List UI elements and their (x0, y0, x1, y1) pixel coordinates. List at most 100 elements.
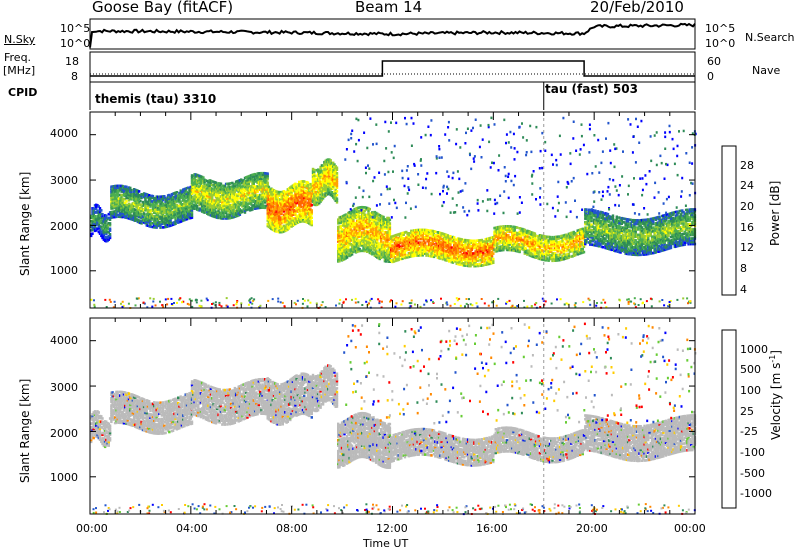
power-cell (130, 198, 133, 201)
power-cell (161, 202, 165, 206)
power-cell (131, 207, 134, 211)
power-cell (234, 180, 238, 184)
power-cell (149, 208, 152, 212)
power-cell (296, 199, 300, 202)
power-cell (136, 196, 139, 200)
power-cell (113, 215, 117, 219)
power-cell (318, 174, 321, 178)
power-cell (117, 186, 121, 189)
power-cell (256, 177, 259, 181)
power-cell (245, 203, 248, 206)
power-cell (132, 193, 136, 197)
power-cell (246, 208, 249, 211)
power-cell (348, 227, 351, 230)
velocity-ytick-3000: 3000 (50, 381, 78, 394)
power-cell (367, 209, 370, 212)
power-cell (228, 196, 231, 200)
power-cell (279, 205, 282, 209)
power-cell (261, 195, 264, 199)
power-cell (280, 212, 283, 216)
power-cell (309, 197, 312, 201)
power-cell (115, 215, 118, 219)
power-cell (381, 229, 384, 233)
power-cell (248, 209, 252, 212)
power-cell (413, 234, 417, 238)
power-cell (184, 189, 187, 192)
power-cell (187, 186, 190, 190)
power-cell (280, 203, 283, 207)
power-cell (344, 251, 347, 255)
power-cell (436, 254, 439, 258)
power-cell (108, 236, 112, 240)
nave-label: Nave (752, 64, 781, 77)
power-cell (218, 200, 221, 204)
power-cell (348, 214, 351, 218)
power-cell (338, 221, 341, 225)
power-cell (95, 207, 98, 210)
power-cell (305, 219, 308, 222)
power-cell (112, 185, 116, 188)
power-cell (369, 221, 373, 224)
power-cell (284, 200, 287, 203)
power-cell (245, 181, 248, 185)
power-cell (361, 235, 364, 238)
power-cell (395, 252, 398, 255)
power-cell (327, 187, 330, 190)
power-cell (137, 219, 141, 222)
power-cell (310, 220, 313, 223)
power-cell (103, 217, 107, 221)
power-cell (401, 257, 404, 260)
power-cell (321, 166, 325, 169)
power-cell (265, 175, 268, 179)
power-cell (125, 205, 128, 209)
power-cell (305, 217, 308, 220)
power-cell (115, 211, 118, 215)
power-cell (185, 190, 189, 194)
power-cell (258, 182, 262, 186)
power-cell (267, 187, 271, 191)
power-cell (378, 234, 381, 237)
power-cell (353, 231, 356, 235)
power-cell (344, 240, 347, 244)
power-cell (151, 205, 155, 209)
power-cell (115, 204, 118, 208)
power-cell (347, 242, 350, 246)
cpid-left-text: themis (tau) 3310 (95, 92, 217, 106)
power-cell (421, 235, 424, 239)
power-cell (98, 210, 102, 214)
power-cell (190, 196, 194, 199)
power-cell (132, 217, 136, 220)
power-cell (253, 205, 257, 209)
power-cell (203, 193, 206, 196)
power-cell (359, 215, 363, 218)
power-cell (321, 189, 325, 193)
power-cell (290, 214, 293, 217)
power-cell (383, 241, 387, 245)
power-cell (349, 232, 352, 235)
power-cell (108, 229, 112, 232)
power-cell (280, 225, 283, 228)
power-cell (216, 183, 219, 187)
power-cell (163, 218, 166, 222)
power-cell (300, 198, 303, 201)
power-cell (257, 203, 260, 206)
power-cell (92, 208, 95, 212)
power-cell (357, 228, 360, 231)
power-cell (378, 257, 381, 261)
power-cell (232, 204, 235, 208)
power-cell (95, 227, 98, 230)
power-cell (300, 212, 303, 216)
power-cell (232, 212, 235, 215)
power-cell (107, 231, 110, 234)
power-cell (388, 225, 392, 229)
power-cell (253, 207, 257, 210)
power-cell (112, 204, 116, 208)
power-cell (388, 222, 392, 225)
velocity-ytick-2000: 2000 (50, 427, 78, 440)
power-cell (348, 252, 351, 256)
power-cell (188, 191, 191, 195)
power-cell (379, 231, 383, 234)
power-cell (353, 213, 356, 217)
power-cell (330, 174, 334, 178)
power-cell (127, 213, 131, 217)
